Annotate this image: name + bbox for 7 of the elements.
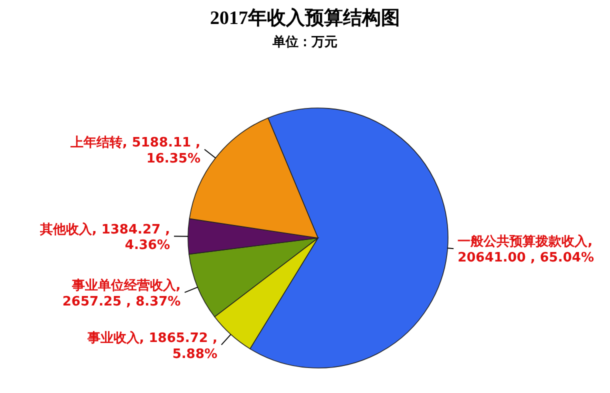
slice-label: 上年结转, 5188.11 , 16.35% [69,135,200,166]
slice-label: 其他收入, 1384.27 , 4.36% [38,221,170,254]
chart-subtitle: 单位：万元 [272,34,338,50]
slice-label: 事业收入, 1865.72 , 5.88% [86,330,218,362]
slice-label: 事业单位经营收入, 2657.25 , 8.37% [62,277,181,310]
slice-label: 一般公共预算拨款收入, 20641.00 , 65.04% [458,234,594,266]
chart-title: 2017年收入预算结构图 [210,7,400,29]
